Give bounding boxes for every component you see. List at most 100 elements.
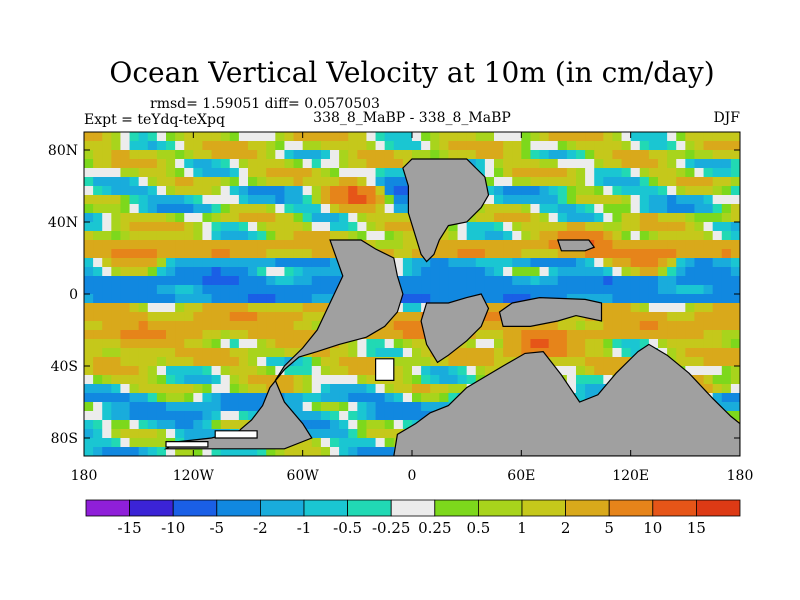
heatmap-cell xyxy=(703,303,714,313)
heatmap-cell xyxy=(576,330,586,340)
heatmap-cell xyxy=(120,159,131,169)
heatmap-cell xyxy=(229,186,240,196)
heatmap-cell xyxy=(594,195,604,205)
heatmap-cell xyxy=(402,411,413,421)
heatmap-cell xyxy=(320,213,331,223)
landmass-south-east xyxy=(393,343,740,456)
heatmap-cell xyxy=(211,384,222,394)
heatmap-cell xyxy=(676,249,686,259)
heatmap-cell xyxy=(621,249,632,259)
heatmap-cell xyxy=(676,141,686,151)
heatmap-cell xyxy=(384,348,395,358)
heatmap-cell xyxy=(229,249,240,259)
heatmap-cell xyxy=(439,357,450,367)
heatmap-cell xyxy=(621,195,632,205)
heatmap-cell xyxy=(566,150,577,160)
heatmap-cell xyxy=(421,267,431,277)
heatmap-cell xyxy=(548,168,559,178)
heatmap-cell xyxy=(475,357,486,367)
heatmap-cell xyxy=(530,339,541,349)
heatmap-cell xyxy=(375,186,386,196)
heatmap-cell xyxy=(366,222,377,232)
heatmap-cell xyxy=(658,141,668,151)
heatmap-cell xyxy=(166,339,176,349)
heatmap-cell xyxy=(539,276,550,286)
heatmap-cell xyxy=(211,168,222,178)
heatmap-cell xyxy=(539,159,550,169)
heatmap-cell xyxy=(330,384,340,394)
heatmap-cell xyxy=(676,132,686,142)
heatmap-cell xyxy=(248,321,258,331)
heatmap-cell xyxy=(193,339,204,349)
heatmap-cell xyxy=(585,258,595,268)
heatmap-cell xyxy=(421,258,431,268)
heatmap-cell xyxy=(503,168,513,178)
heatmap-cell xyxy=(566,168,577,178)
heatmap-cell xyxy=(138,186,149,196)
heatmap-cell xyxy=(484,276,495,286)
heatmap-cell xyxy=(320,375,331,385)
heatmap-cell xyxy=(630,177,641,187)
heatmap-cell xyxy=(284,330,295,340)
heatmap-cell xyxy=(712,177,723,187)
heatmap-cell xyxy=(147,366,158,376)
heatmap-cell xyxy=(84,321,94,331)
heatmap-cell xyxy=(484,285,495,295)
x-tick-label: 180 xyxy=(71,468,98,484)
heatmap-cell xyxy=(457,357,468,367)
heatmap-cell xyxy=(576,213,586,223)
heatmap-cell xyxy=(129,348,140,358)
heatmap-cell xyxy=(639,285,650,295)
heatmap-cell xyxy=(402,357,413,367)
heatmap-cell xyxy=(357,195,368,205)
heatmap-cell xyxy=(548,276,559,286)
heatmap-cell xyxy=(120,267,131,277)
heatmap-cell xyxy=(184,168,194,178)
white-strip-2 xyxy=(165,441,209,448)
heatmap-cell xyxy=(302,312,313,322)
heatmap-cell xyxy=(594,222,604,232)
heatmap-cell xyxy=(147,321,158,331)
heatmap-cell xyxy=(175,312,185,322)
heatmap-cell xyxy=(585,330,595,340)
heatmap-cell xyxy=(730,384,740,394)
heatmap-cell xyxy=(275,132,286,142)
heatmap-cell xyxy=(448,249,459,259)
heatmap-cell xyxy=(248,384,258,394)
heatmap-cell xyxy=(348,366,358,376)
heatmap-cell xyxy=(557,168,568,178)
heatmap-cell xyxy=(412,132,422,142)
heatmap-cell xyxy=(248,249,258,259)
heatmap-cell xyxy=(658,294,668,304)
heatmap-cell xyxy=(393,339,404,349)
x-tick-label: 60W xyxy=(287,468,320,484)
heatmap-cell xyxy=(339,222,349,232)
heatmap-cell xyxy=(220,330,231,340)
heatmap-cell xyxy=(667,312,677,322)
heatmap-cell xyxy=(439,249,450,259)
heatmap-cell xyxy=(630,240,641,250)
heatmap-cell xyxy=(302,186,313,196)
heatmap-cell xyxy=(238,249,249,259)
heatmap-cell xyxy=(166,204,176,214)
heatmap-cell xyxy=(621,204,632,214)
colorbar-label: -0.25 xyxy=(372,519,410,537)
heatmap-cell xyxy=(348,447,358,456)
heatmap-cell xyxy=(120,231,131,241)
heatmap-cell xyxy=(393,159,404,169)
heatmap-cell xyxy=(402,258,413,268)
heatmap-cell xyxy=(548,132,559,142)
heatmap-cell xyxy=(202,411,213,421)
heatmap-cell xyxy=(594,375,604,385)
heatmap-cell xyxy=(120,132,131,142)
heatmap-cell xyxy=(594,168,604,178)
heatmap-cell xyxy=(648,186,659,196)
heatmap-cell xyxy=(594,258,604,268)
heatmap-cell xyxy=(494,339,504,349)
heatmap-cell xyxy=(658,330,668,340)
heatmap-cell xyxy=(229,150,240,160)
heatmap-cell xyxy=(530,186,541,196)
heatmap-cell xyxy=(220,384,231,394)
heatmap-cell xyxy=(603,195,614,205)
heatmap-cell xyxy=(475,222,486,232)
